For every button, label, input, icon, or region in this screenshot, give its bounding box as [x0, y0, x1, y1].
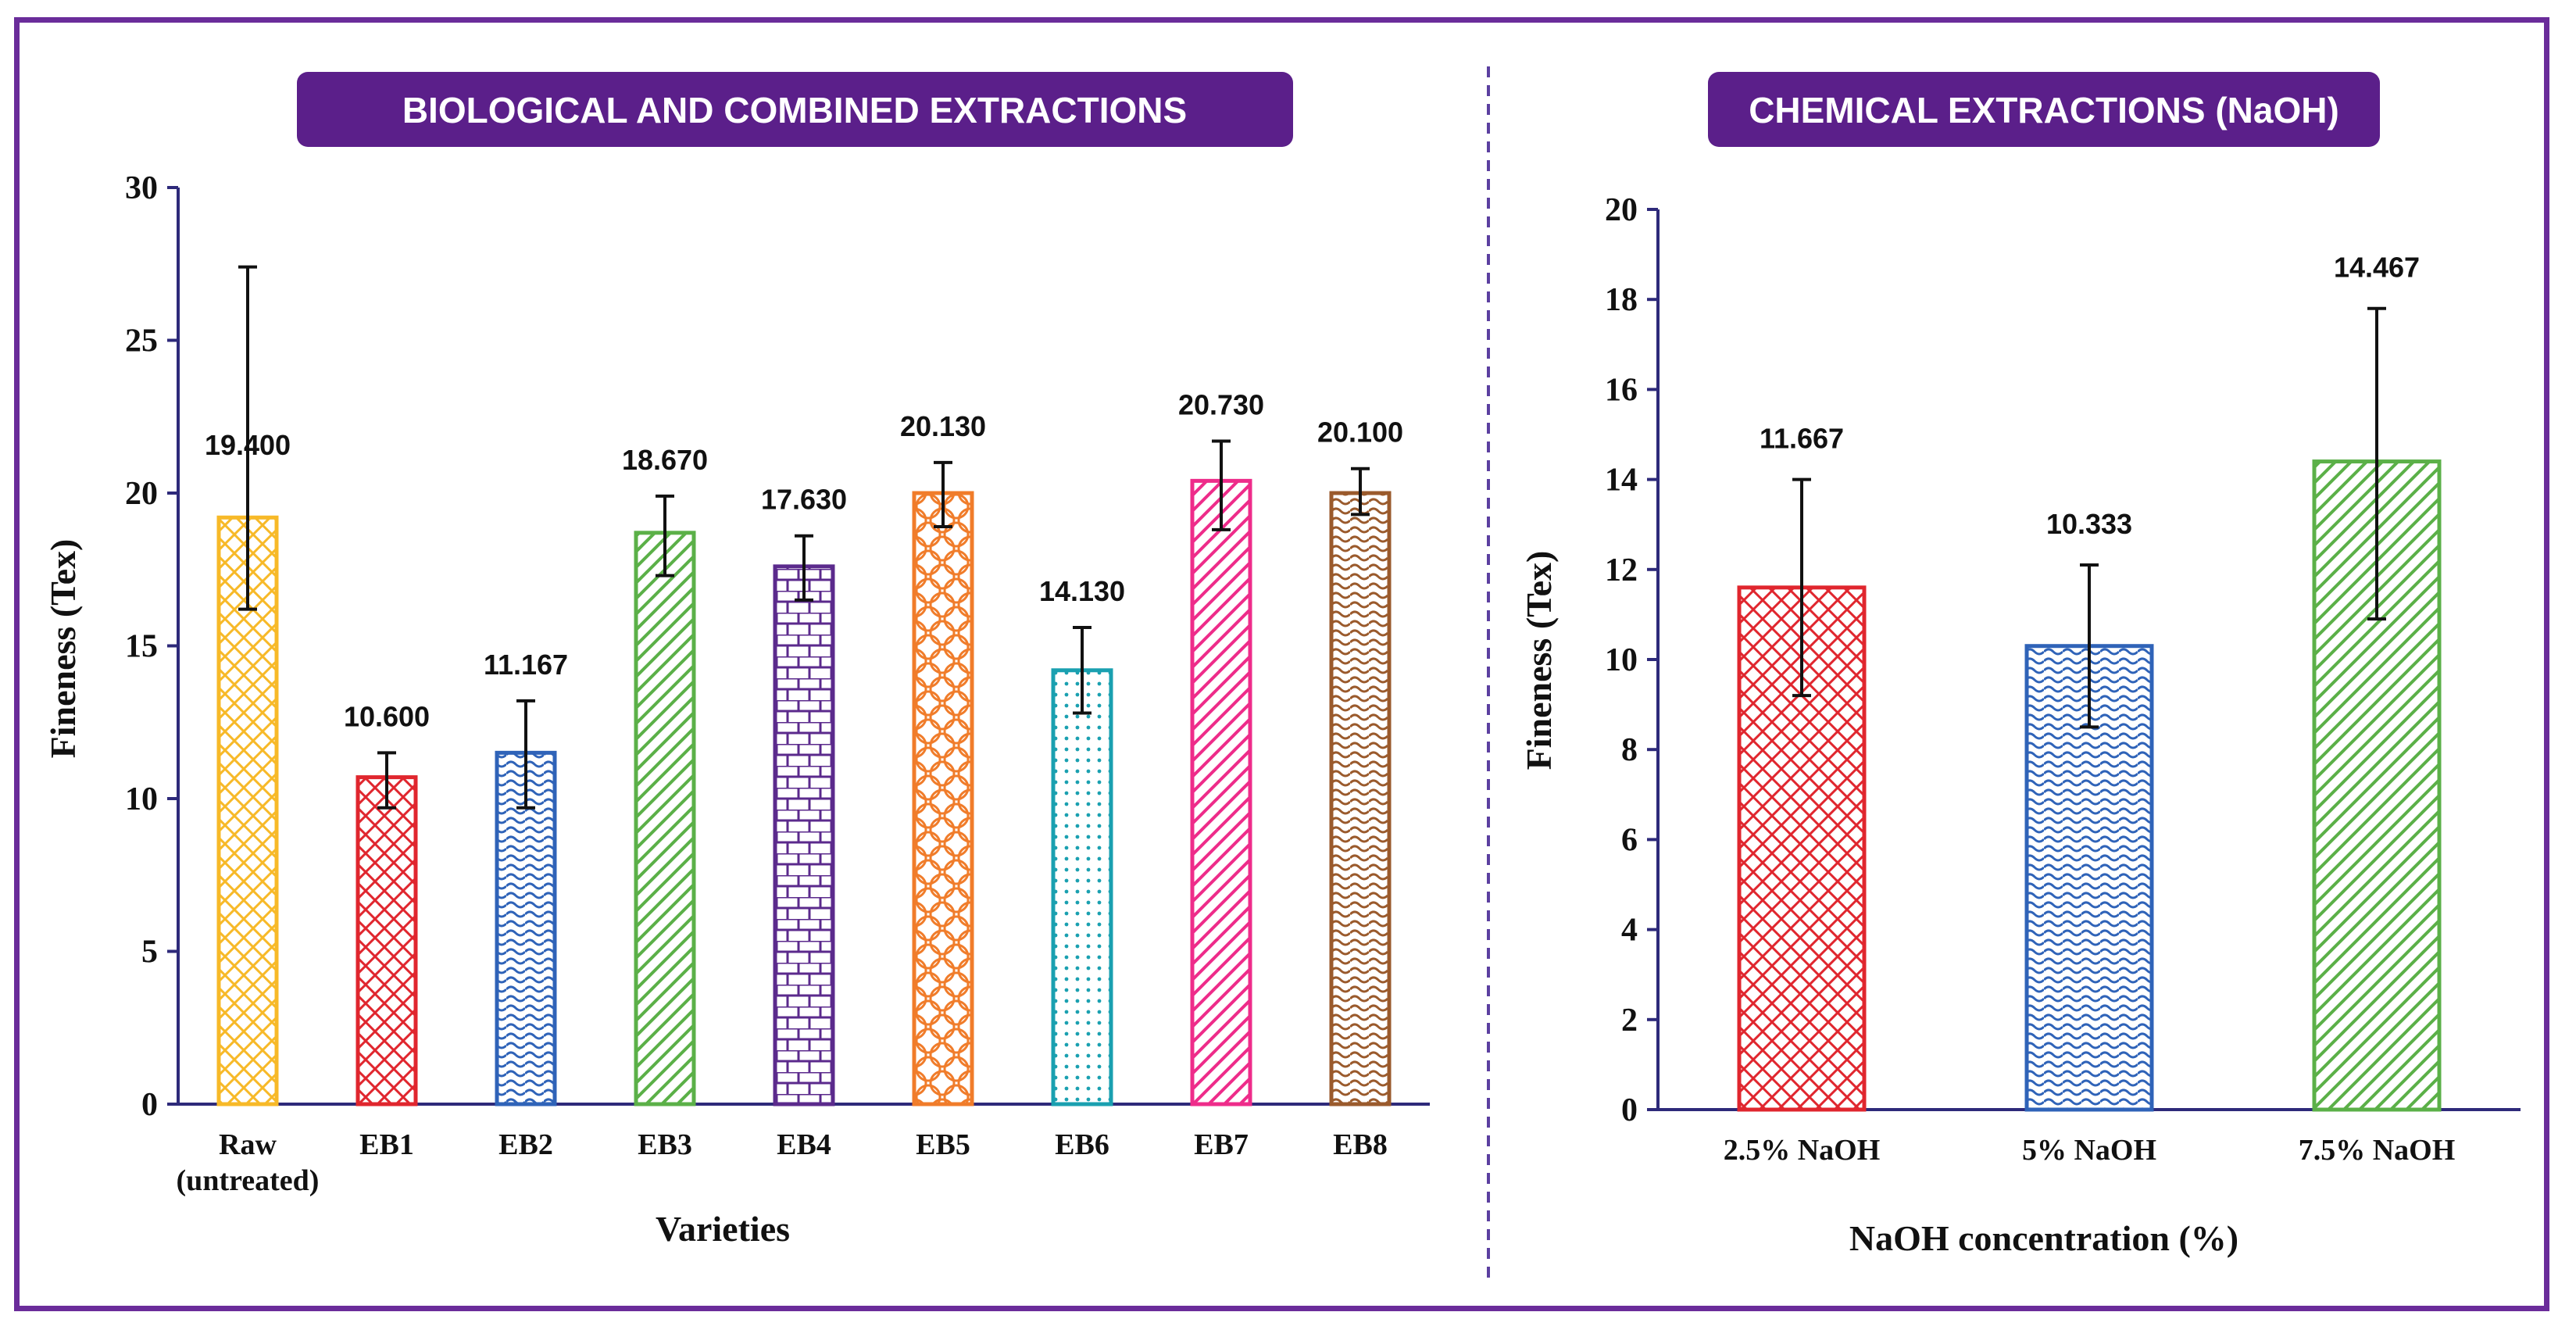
right-data-label: 11.667: [1760, 423, 1844, 455]
left-bar: [1190, 478, 1252, 1106]
left-bar: [355, 775, 418, 1106]
left-data-label: 18.670: [622, 444, 708, 476]
right-y-tick-label: 12: [1605, 552, 1638, 588]
left-category-label: EB7: [1194, 1128, 1249, 1161]
left-chart-title: BIOLOGICAL AND COMBINED EXTRACTIONS: [402, 90, 1187, 130]
left-category-label: EB2: [498, 1128, 553, 1161]
right-category-label: 5% NaOH: [2022, 1134, 2156, 1167]
left-data-label: 20.730: [1178, 389, 1264, 421]
left-bar: [773, 564, 835, 1106]
left-data-label: 10.600: [344, 700, 430, 732]
left-category-label: EB8: [1333, 1128, 1388, 1161]
chart-right: CHEMICAL EXTRACTIONS (NaOH) Fineness (Te…: [1519, 72, 2521, 1258]
left-y-tick-label: 20: [125, 476, 158, 512]
right-y-tick-label: 18: [1605, 282, 1638, 318]
right-plot-area: 0 2 4 6 8 10 12 14 16 18 20 11.667 2.5% NaOH 10.333 5%…: [1605, 192, 2521, 1167]
right-y-tick-label: 14: [1605, 463, 1638, 499]
left-y-tick-label: 5: [141, 935, 158, 971]
left-category-label: EB5: [916, 1128, 970, 1161]
right-y-tick-label: 4: [1621, 913, 1638, 949]
right-y-tick-label: 10: [1605, 642, 1638, 678]
left-data-label: 20.130: [900, 410, 986, 442]
right-data-label: 14.467: [2334, 252, 2420, 284]
left-data-label: 17.630: [761, 484, 847, 516]
left-bar: [912, 491, 974, 1106]
left-y-tick-label: 30: [125, 170, 158, 206]
right-y-tick-label: 2: [1621, 1003, 1638, 1038]
right-chart-title: CHEMICAL EXTRACTIONS (NaOH): [1749, 90, 2339, 130]
right-title-banner: [1708, 72, 2380, 147]
left-category-label: EB6: [1055, 1128, 1109, 1161]
chart-left: BIOLOGICAL AND COMBINED EXTRACTIONS Fine…: [43, 72, 1430, 1249]
left-data-label: 14.130: [1039, 575, 1125, 607]
left-data-label: 20.100: [1317, 416, 1403, 449]
right-y-tick-label: 20: [1605, 192, 1638, 228]
right-x-axis-title: NaOH concentration (%): [1849, 1218, 2238, 1258]
right-y-axis-title: Fineness (Tex): [1519, 551, 1559, 770]
right-data-label: 10.333: [2046, 508, 2132, 540]
left-bar: [1329, 491, 1392, 1106]
left-bar: [495, 750, 557, 1106]
left-category-label: Raw: [219, 1128, 277, 1161]
left-y-tick-label: 15: [125, 629, 158, 665]
right-y-tick-label: 6: [1621, 822, 1638, 858]
left-plot-area: 0 5 10 15 20 25 30 19.400 Raw(untreated) 10.600 EB…: [125, 170, 1430, 1197]
left-y-tick-label: 25: [125, 324, 158, 359]
left-category-label: EB4: [777, 1128, 831, 1161]
right-category-label: 2.5% NaOH: [1724, 1134, 1881, 1167]
left-bar: [1051, 668, 1113, 1106]
left-category-label: EB1: [359, 1128, 414, 1161]
left-data-label: 11.167: [484, 649, 568, 681]
left-category-label: (untreated): [177, 1164, 320, 1197]
left-y-tick-label: 10: [125, 781, 158, 817]
left-bar: [216, 515, 279, 1106]
left-x-axis-title: Varieties: [656, 1209, 790, 1249]
right-category-label: 7.5% NaOH: [2299, 1134, 2456, 1167]
left-y-tick-label: 0: [141, 1087, 158, 1123]
left-data-label: 19.400: [205, 429, 291, 461]
left-y-axis-title: Fineness (Tex): [43, 539, 83, 759]
left-title-banner: [297, 72, 1293, 147]
left-category-label: EB3: [638, 1128, 692, 1161]
left-bar: [634, 531, 696, 1106]
right-y-tick-label: 8: [1621, 732, 1638, 768]
right-y-tick-label: 16: [1605, 372, 1638, 408]
right-y-tick-label: 0: [1621, 1092, 1638, 1128]
